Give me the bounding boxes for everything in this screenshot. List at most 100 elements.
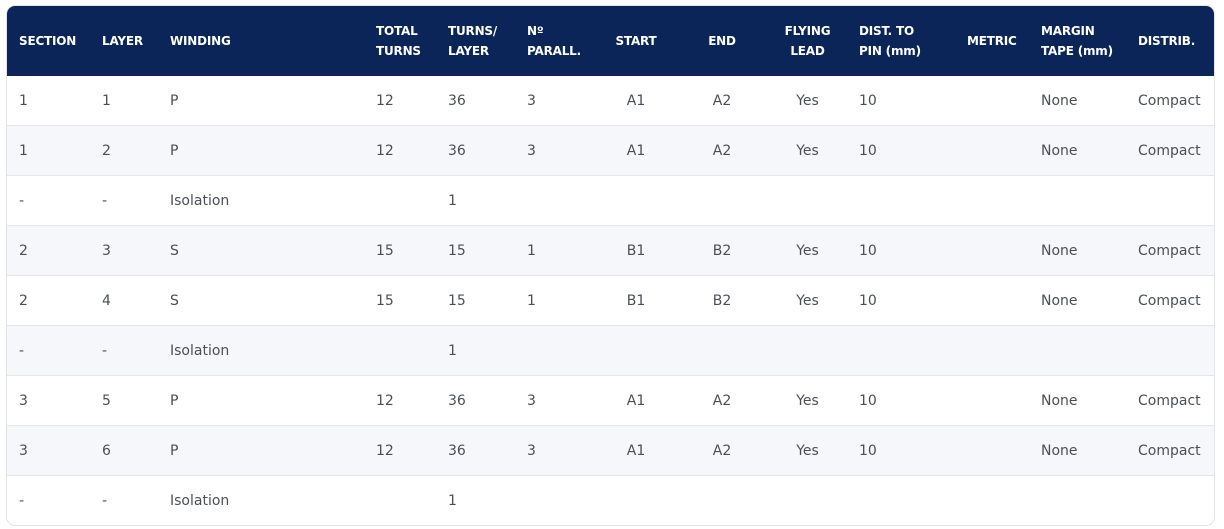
table-cell: Compact (1126, 225, 1214, 276)
table-cell: 10 (847, 76, 955, 126)
table-cell: Isolation (158, 175, 364, 226)
table-cell: - (90, 175, 158, 226)
table-cell: A2 (676, 425, 768, 476)
table-cell: Yes (768, 225, 847, 276)
table-cell: B2 (676, 225, 768, 276)
table-cell: 3 (90, 225, 158, 276)
table-cell: B1 (596, 225, 676, 276)
table-cell: 12 (364, 425, 436, 476)
table-cell (364, 175, 436, 226)
table-cell: P (158, 76, 364, 126)
table-cell: 6 (90, 425, 158, 476)
column-header: SECTION (7, 6, 90, 76)
table-cell: 15 (436, 225, 515, 276)
table-cell: 10 (847, 275, 955, 326)
column-header: DIST. TO PIN (mm) (847, 6, 955, 76)
table-body: 1 1 P 12 36 3 A1 A2 Yes 10 None Compact 1 2 P 12 36 3 A1 A2… (7, 76, 1214, 525)
table-cell: None (1029, 225, 1126, 276)
table-cell: Compact (1126, 425, 1214, 476)
table-cell: S (158, 275, 364, 326)
table-cell (364, 475, 436, 525)
table-cell: 1 (436, 325, 515, 376)
table-row: - - Isolation 1 (7, 325, 1214, 376)
table-cell (515, 175, 596, 226)
table-cell (955, 76, 1029, 126)
table-cell (1126, 475, 1214, 525)
table-cell: Isolation (158, 325, 364, 376)
table-cell (596, 325, 676, 376)
table-cell: 1 (90, 76, 158, 126)
table-row: 3 6 P 12 36 3 A1 A2 Yes 10 None Compact (7, 425, 1214, 476)
table-cell (768, 325, 847, 376)
table-cell: 4 (90, 275, 158, 326)
table-cell: 3 (515, 375, 596, 426)
table-cell (596, 475, 676, 525)
table-cell: 15 (364, 225, 436, 276)
table-row: - - Isolation 1 (7, 175, 1214, 226)
table-cell (1126, 175, 1214, 226)
table-cell: 10 (847, 425, 955, 476)
table-row: 1 2 P 12 36 3 A1 A2 Yes 10 None Compact (7, 125, 1214, 176)
table-cell (955, 425, 1029, 476)
column-header: FLYING LEAD (768, 6, 847, 76)
table-cell: 10 (847, 225, 955, 276)
table-cell: A2 (676, 125, 768, 176)
column-header: METRIC (955, 6, 1029, 76)
table-cell: 15 (364, 275, 436, 326)
table-cell: Compact (1126, 375, 1214, 426)
table-cell: 36 (436, 125, 515, 176)
table-cell (847, 175, 955, 226)
table-cell: 1 (7, 76, 90, 126)
table-cell: None (1029, 425, 1126, 476)
table-cell: None (1029, 375, 1126, 426)
table-cell (955, 225, 1029, 276)
table-cell: A1 (596, 76, 676, 126)
column-header: Nº PARALL. (515, 6, 596, 76)
table-cell (1029, 325, 1126, 376)
table-cell: A1 (596, 125, 676, 176)
table-cell: 36 (436, 76, 515, 126)
column-header: START (596, 6, 676, 76)
table-cell (515, 475, 596, 525)
table-cell (1029, 475, 1126, 525)
table-cell: Yes (768, 425, 847, 476)
table-cell: 2 (90, 125, 158, 176)
table-cell: 1 (515, 275, 596, 326)
table-cell (768, 475, 847, 525)
table-cell: 3 (7, 375, 90, 426)
table-cell: Isolation (158, 475, 364, 525)
table-cell: 36 (436, 375, 515, 426)
table-cell (955, 475, 1029, 525)
table-cell: Compact (1126, 125, 1214, 176)
table-cell: - (7, 475, 90, 525)
table-card: SECTION LAYER WINDING TOTAL TURNS TURNS/ LAY… (7, 6, 1214, 525)
table-row: 3 5 P 12 36 3 A1 A2 Yes 10 None Compact (7, 375, 1214, 426)
table-cell: A1 (596, 375, 676, 426)
table-cell: 10 (847, 375, 955, 426)
table-cell: P (158, 425, 364, 476)
header-row: SECTION LAYER WINDING TOTAL TURNS TURNS/ LAY… (7, 6, 1214, 76)
table-cell: 5 (90, 375, 158, 426)
table-cell: B2 (676, 275, 768, 326)
table-cell (676, 325, 768, 376)
table-cell (847, 475, 955, 525)
table-cell: S (158, 225, 364, 276)
table-cell: 12 (364, 76, 436, 126)
table-cell: 3 (515, 76, 596, 126)
table-cell: 3 (515, 125, 596, 176)
table-cell: P (158, 125, 364, 176)
table-cell: 1 (436, 175, 515, 226)
table-cell: None (1029, 275, 1126, 326)
windings-table: SECTION LAYER WINDING TOTAL TURNS TURNS/ LAY… (7, 6, 1214, 525)
table-cell: P (158, 375, 364, 426)
table-cell: 15 (436, 275, 515, 326)
column-header: TURNS/ LAYER (436, 6, 515, 76)
table-cell: 36 (436, 425, 515, 476)
table-cell: A2 (676, 375, 768, 426)
table-cell: Yes (768, 275, 847, 326)
table-cell: 1 (7, 125, 90, 176)
table-row: - - Isolation 1 (7, 475, 1214, 525)
table-cell (596, 175, 676, 226)
column-header: TOTAL TURNS (364, 6, 436, 76)
